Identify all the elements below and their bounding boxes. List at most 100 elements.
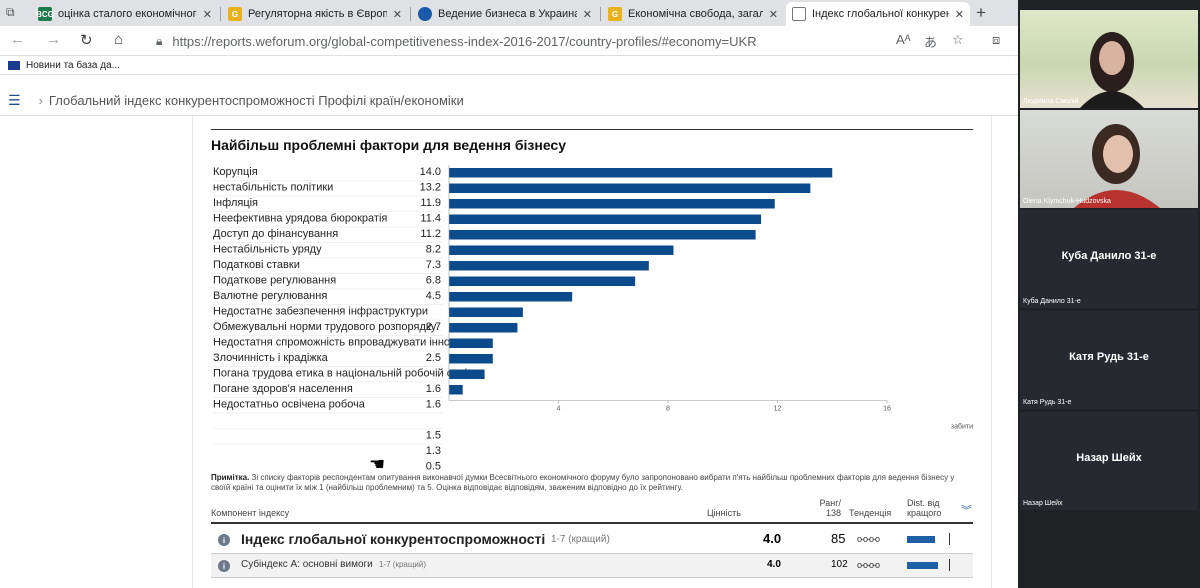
tab-label: оцінка сталого економічного р — [58, 8, 197, 20]
hamburger-menu-icon[interactable]: ☰ — [8, 92, 21, 108]
home-icon[interactable]: ⌂ — [114, 31, 124, 48]
eu-flag-icon — [8, 61, 20, 70]
value-label: 11.2 — [420, 228, 441, 240]
close-icon[interactable]: ✕ — [392, 8, 402, 21]
row-rank: 85 — [831, 531, 846, 546]
chart-note: Примітка. Зі списку факторів респондента… — [211, 473, 971, 493]
bar — [449, 230, 756, 240]
tab-regulatory-quality[interactable]: G Регуляторна якість в Європі | Т ✕ — [222, 2, 408, 26]
participant-tile[interactable]: Назар Шейх Назар Шейх — [1020, 412, 1198, 510]
category-label: Недостатня спроможність впроваджувати ін… — [213, 337, 450, 349]
participant-video-icon — [1074, 124, 1160, 208]
bar — [449, 338, 493, 348]
window-menu-icon[interactable]: ⧉ — [6, 5, 15, 19]
row-rank: 102 — [831, 559, 848, 570]
lock-icon: 🔒︎ — [156, 33, 163, 48]
country-profile-content: Найбільш проблемні фактори для ведення б… — [192, 116, 992, 588]
close-icon[interactable]: ✕ — [202, 8, 212, 21]
participant-name: Olena Klymchuk-Hudzovska — [1023, 198, 1111, 205]
value-label: 7.3 — [426, 259, 441, 271]
close-icon[interactable]: ✕ — [582, 8, 592, 21]
table-header: Компонент індексу Цінність Ранг/ 138 Тен… — [211, 498, 973, 524]
category-label: Недостатнє забезпечення інфраструктури — [213, 306, 428, 318]
col-value[interactable]: Цінність — [707, 508, 741, 518]
participant-tile[interactable]: Людмила Смолій — [1020, 10, 1198, 108]
col-dist-top: Dist. від — [907, 498, 940, 508]
row-trend: o-o-o-o — [857, 560, 880, 570]
x-tick-label: 4 — [557, 406, 561, 413]
participant-tile[interactable]: Куба Данило 31-е Куба Данило 31-е — [1020, 210, 1198, 308]
bar — [449, 199, 775, 209]
bar — [449, 307, 523, 317]
bookmarks-bar: Новини та база да... — [0, 57, 1018, 75]
row-value: 4.0 — [767, 559, 781, 570]
axis-note: забити — [951, 423, 973, 431]
participant-display-name: Назар Шейх — [1076, 452, 1142, 464]
participant-tile[interactable]: Катя Рудь 31-е Катя Рудь 31-е — [1020, 311, 1198, 409]
new-tab-icon[interactable]: + — [976, 3, 986, 22]
participant-display-name: Куба Данило 31-е — [1061, 250, 1157, 262]
bar — [449, 276, 636, 286]
row-name: Індекс глобальної конкурентоспроможності — [241, 531, 546, 547]
category-label: Валютне регулювання — [213, 290, 327, 302]
col-distance[interactable]: Dist. від кращого — [907, 498, 941, 518]
category-label: нестабільність політики — [213, 182, 333, 194]
bar — [449, 214, 762, 224]
favorites-star-icon[interactable]: ☆ — [952, 32, 964, 47]
table-row[interactable]: i Індекс глобальної конкурентоспроможнос… — [211, 526, 973, 554]
row-name: Субіндекс А: основні вимоги — [241, 559, 373, 570]
bar — [449, 323, 518, 333]
chart-title: Найбільш проблемні фактори для ведення б… — [211, 137, 566, 153]
category-label: Недостатньо освічена робоча — [213, 399, 366, 411]
extensions-icon[interactable]: ⧈ — [992, 32, 1001, 47]
back-arrow-icon[interactable]: ← — [10, 31, 25, 48]
note-text: Зі списку факторів респондентам опитуван… — [211, 473, 955, 492]
bar — [449, 168, 833, 178]
participant-name: Людмила Смолій — [1023, 98, 1079, 105]
expand-all-chevron-icon[interactable]: ︾ — [961, 505, 972, 517]
close-icon[interactable]: ✕ — [768, 8, 778, 21]
tab-economic-freedom[interactable]: G Економічна свобода, загальни ✕ — [602, 2, 784, 26]
problematic-factors-chart: Корупція нестабільність політики Інфляція Н… — [213, 165, 973, 473]
value-label: 8.2 — [426, 244, 441, 256]
distance-marker — [949, 559, 950, 571]
value-label: 4.5 — [426, 290, 441, 302]
col-rank[interactable]: Ранг/ 138 — [819, 498, 841, 518]
category-label: Нестабільність уряду — [213, 244, 322, 256]
globe-favicon-icon — [418, 7, 432, 21]
reload-icon[interactable]: ↻ — [80, 32, 93, 49]
table-row[interactable]: i Субіндекс А: основні вимоги 1-7 (кращи… — [211, 554, 973, 578]
value-label: 1.6 — [426, 399, 441, 411]
tab-competitiveness-index[interactable]: Індекс глобальної конкурентосп ✕ — [786, 2, 970, 26]
info-icon[interactable]: i — [218, 534, 230, 546]
category-label: Погана трудова етика в національній робо… — [213, 368, 467, 380]
tab-doing-business[interactable]: Ведение бизнеса в Украина - D ✕ — [412, 2, 598, 26]
bar — [449, 183, 811, 193]
divider — [211, 129, 973, 130]
info-icon[interactable]: i — [218, 560, 230, 572]
col-trend[interactable]: Тенденція — [849, 508, 892, 518]
tab-label: Індекс глобальної конкурентосп — [812, 8, 949, 20]
forward-arrow-icon[interactable]: → — [46, 31, 61, 48]
google-favicon-icon: G — [228, 7, 242, 21]
page-favicon-icon — [792, 7, 806, 21]
participant-display-name: Катя Рудь 31-е — [1069, 351, 1149, 363]
note-label: Примітка. — [211, 473, 250, 482]
url-text: https://reports.weforum.org/global-compe… — [172, 33, 757, 49]
distance-bar — [907, 536, 935, 543]
tab-label: Регуляторна якість в Європі | Т — [248, 8, 387, 20]
col-dist-bottom: кращого — [907, 508, 942, 518]
category-label: Обмежувальні норми трудового розпорядку — [213, 321, 437, 333]
breadcrumb[interactable]: Глобальний індекс конкурентоспроможності… — [48, 93, 464, 108]
distance-bar — [907, 562, 938, 569]
translate-icon[interactable]: あ — [924, 35, 938, 50]
category-label: Корупція — [213, 166, 258, 178]
read-aloud-icon[interactable]: Aᴬ — [896, 32, 911, 47]
row-trend: o-o-o-o — [857, 534, 880, 544]
bookmark-item[interactable]: Новини та база да... — [26, 60, 120, 71]
participant-video-icon — [1080, 32, 1144, 108]
close-icon[interactable]: ✕ — [954, 8, 964, 21]
address-bar[interactable]: 🔒︎ https://reports.weforum.org/global-co… — [146, 29, 986, 53]
participant-tile[interactable]: Olena Klymchuk-Hudzovska — [1020, 110, 1198, 208]
tab-bcg[interactable]: BCG оцінка сталого економічного р ✕ — [32, 2, 218, 26]
